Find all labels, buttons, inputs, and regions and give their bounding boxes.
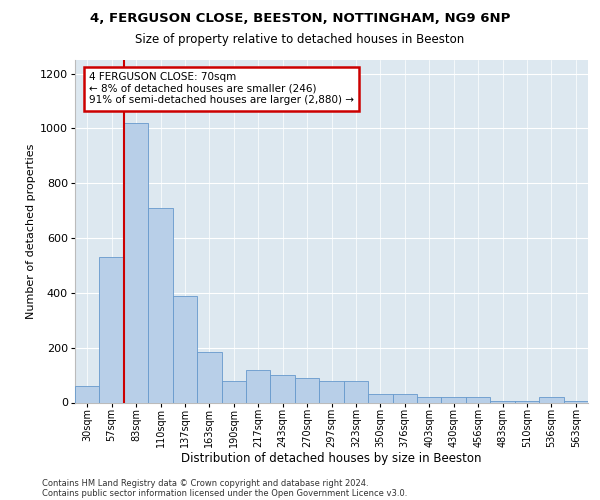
Text: 4, FERGUSON CLOSE, BEESTON, NOTTINGHAM, NG9 6NP: 4, FERGUSON CLOSE, BEESTON, NOTTINGHAM, …	[90, 12, 510, 26]
Text: Contains HM Land Registry data © Crown copyright and database right 2024.: Contains HM Land Registry data © Crown c…	[42, 478, 368, 488]
Text: 4 FERGUSON CLOSE: 70sqm
← 8% of detached houses are smaller (246)
91% of semi-de: 4 FERGUSON CLOSE: 70sqm ← 8% of detached…	[89, 72, 354, 106]
Bar	[221, 380, 246, 402]
Bar	[490, 401, 515, 402]
Bar	[466, 397, 490, 402]
Bar	[344, 380, 368, 402]
Bar	[75, 386, 100, 402]
Text: Contains public sector information licensed under the Open Government Licence v3: Contains public sector information licen…	[42, 488, 407, 498]
Bar	[271, 375, 295, 402]
Bar	[392, 394, 417, 402]
Bar	[197, 352, 221, 403]
Bar	[539, 397, 563, 402]
Bar	[246, 370, 271, 402]
Bar	[319, 380, 344, 402]
Bar	[124, 123, 148, 402]
Bar	[173, 296, 197, 403]
Text: Size of property relative to detached houses in Beeston: Size of property relative to detached ho…	[136, 32, 464, 46]
Bar	[295, 378, 319, 402]
X-axis label: Distribution of detached houses by size in Beeston: Distribution of detached houses by size …	[181, 452, 482, 464]
Bar	[442, 397, 466, 402]
Bar	[148, 208, 173, 402]
Bar	[417, 397, 442, 402]
Bar	[563, 401, 588, 402]
Bar	[515, 401, 539, 402]
Bar	[368, 394, 392, 402]
Bar	[100, 258, 124, 402]
Y-axis label: Number of detached properties: Number of detached properties	[26, 144, 36, 319]
